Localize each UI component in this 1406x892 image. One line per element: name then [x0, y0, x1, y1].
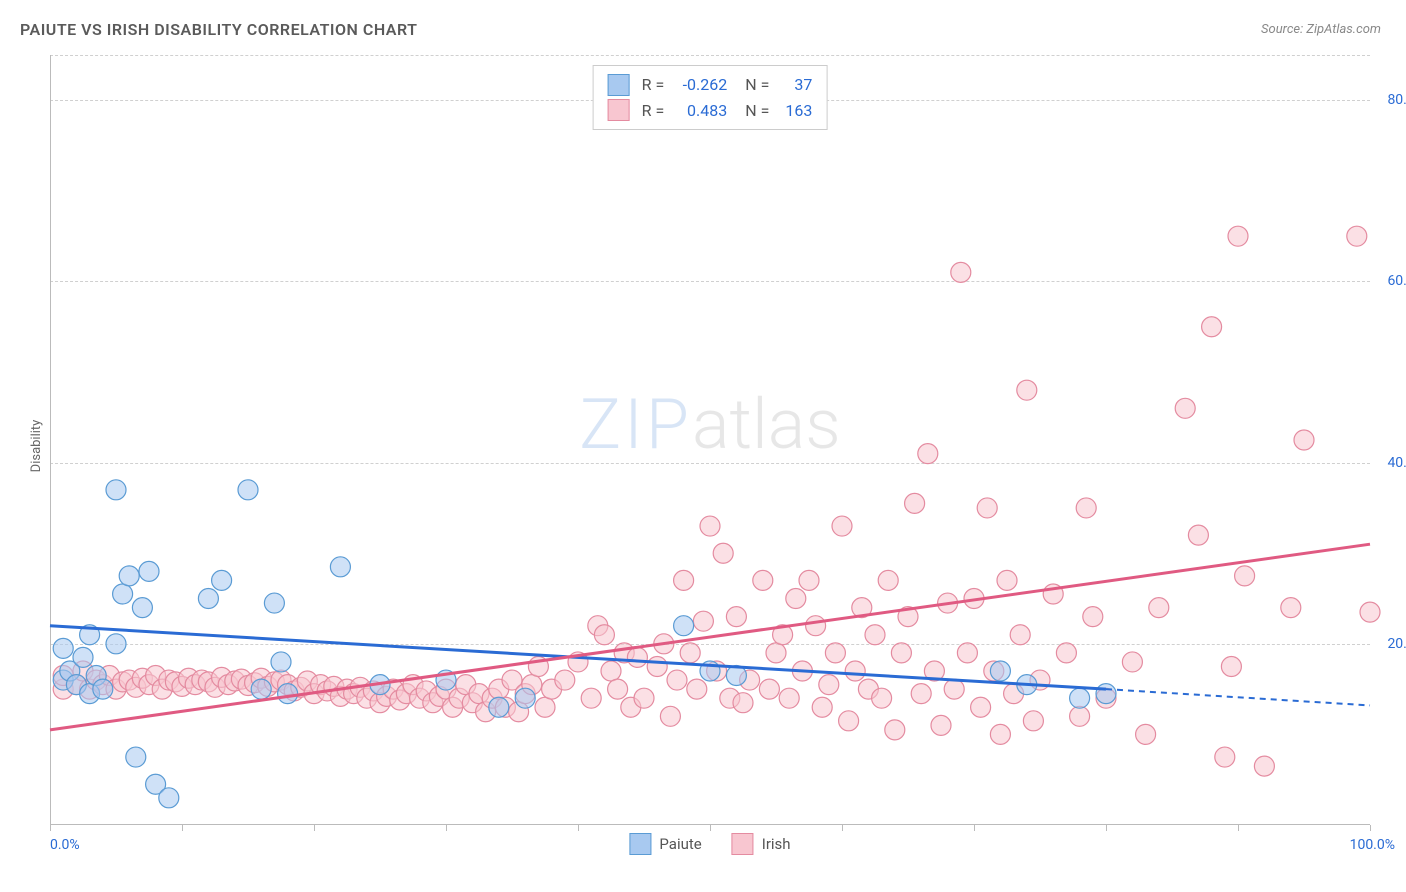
legend-item-irish: Irish [732, 833, 791, 855]
y-tick-label: 60.0% [1387, 273, 1406, 289]
legend-bottom: Paiute Irish [629, 833, 790, 855]
chart-container: PAIUTE VS IRISH DISABILITY CORRELATION C… [0, 0, 1406, 892]
legend-swatch-irish [732, 833, 754, 855]
stats-row-irish: R = 0.483 N = 163 [608, 98, 813, 124]
chart-svg [50, 55, 1370, 825]
y-tick-label: 20.0% [1387, 636, 1406, 652]
legend-item-paiute: Paiute [629, 833, 701, 855]
chart-source: Source: ZipAtlas.com [1261, 22, 1381, 37]
swatch-irish [608, 99, 630, 121]
x-label-max: 100.0% [1350, 837, 1395, 853]
legend-swatch-paiute [629, 833, 651, 855]
plot-area: ZIPatlas 0.0% 100.0% 20.0%40.0%60.0%80.0… [50, 55, 1370, 825]
stats-legend-box: R = -0.262 N = 37 R = 0.483 N = 163 [593, 65, 828, 130]
y-tick-label: 40.0% [1387, 455, 1406, 471]
y-tick-label: 80.0% [1387, 92, 1406, 108]
y-axis-label: Disability [29, 420, 44, 473]
stats-row-paiute: R = -0.262 N = 37 [608, 72, 813, 98]
swatch-paiute [608, 74, 630, 96]
chart-title: PAIUTE VS IRISH DISABILITY CORRELATION C… [20, 20, 417, 39]
x-label-min: 0.0% [50, 837, 80, 853]
